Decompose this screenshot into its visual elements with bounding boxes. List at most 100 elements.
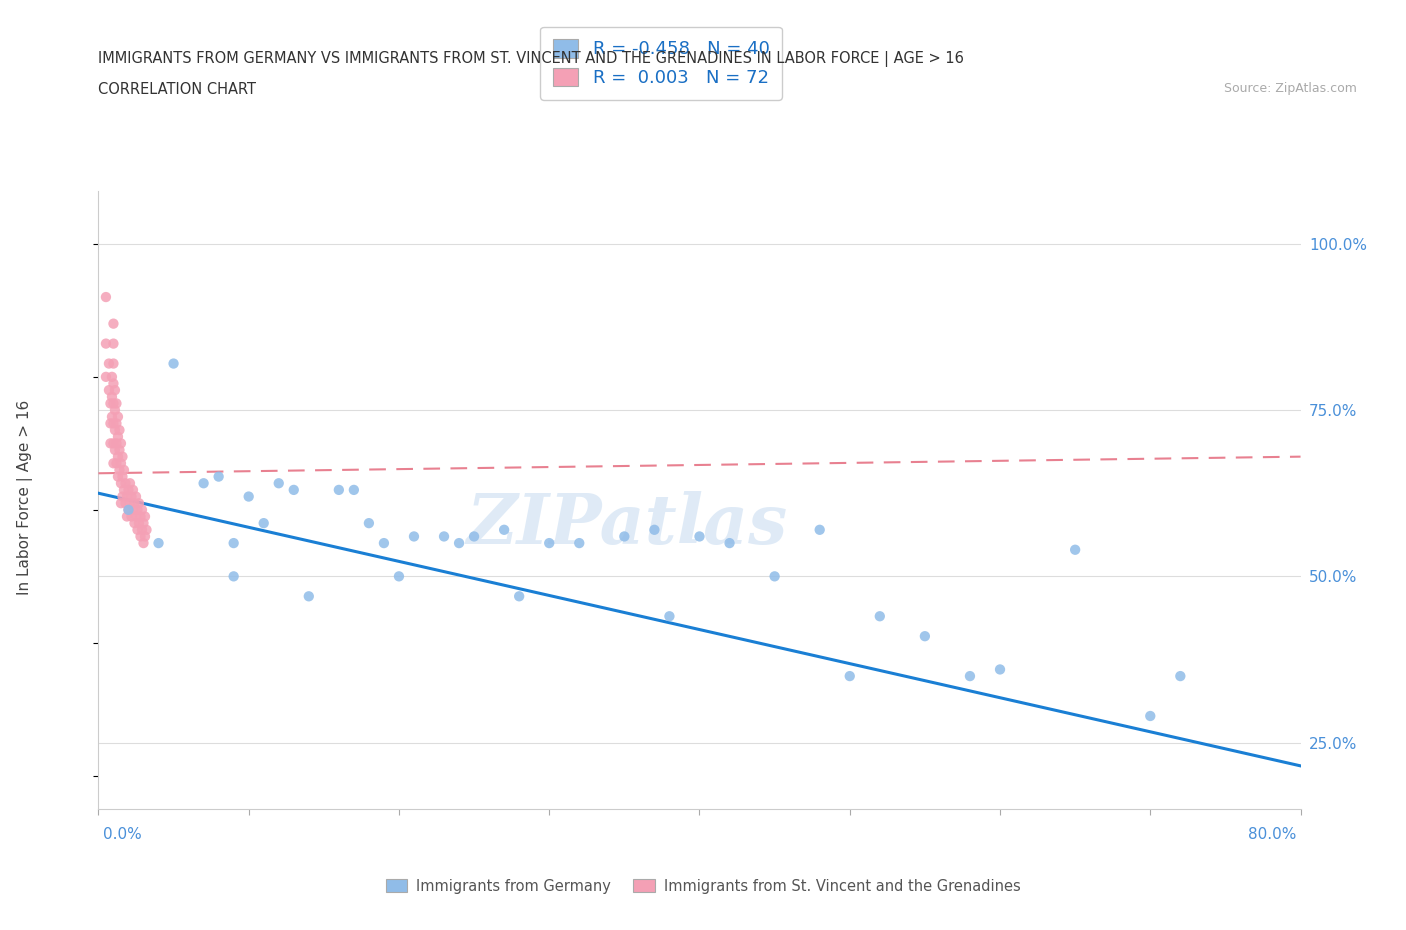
Point: [343, 483, 366, 498]
Point: [117, 483, 139, 498]
Point: [103, 416, 125, 431]
Text: ZIPatlas: ZIPatlas: [467, 491, 787, 558]
Point: [101, 390, 124, 405]
Point: [103, 456, 125, 471]
Point: [105, 436, 128, 451]
Point: [135, 523, 157, 538]
Point: [538, 536, 561, 551]
Point: [103, 376, 125, 391]
Point: [689, 529, 711, 544]
Point: [388, 569, 411, 584]
Point: [112, 462, 135, 477]
Point: [118, 496, 141, 511]
Point: [103, 316, 125, 331]
Point: [110, 436, 132, 451]
Point: [97, 383, 120, 398]
Point: [869, 609, 891, 624]
Point: [122, 483, 145, 498]
Point: [105, 416, 128, 431]
Point: [108, 443, 131, 458]
Point: [134, 529, 156, 544]
Point: [110, 476, 132, 491]
Point: [988, 662, 1011, 677]
Point: [613, 529, 636, 544]
Point: [100, 416, 122, 431]
Point: [103, 336, 125, 351]
Point: [110, 496, 132, 511]
Point: [115, 489, 138, 504]
Point: [433, 529, 456, 544]
Point: [914, 629, 936, 644]
Point: [101, 409, 124, 424]
Text: Source: ZipAtlas.com: Source: ZipAtlas.com: [1223, 82, 1357, 95]
Point: [108, 462, 131, 477]
Point: [267, 476, 290, 491]
Point: [118, 476, 141, 491]
Point: [127, 502, 149, 517]
Point: [808, 523, 831, 538]
Point: [357, 516, 380, 531]
Point: [125, 509, 148, 524]
Point: [124, 516, 146, 531]
Point: [373, 536, 395, 551]
Point: [508, 589, 530, 604]
Point: [100, 396, 122, 411]
Point: [103, 396, 125, 411]
Point: [222, 569, 245, 584]
Point: [763, 569, 786, 584]
Point: [104, 422, 127, 437]
Point: [238, 489, 260, 504]
Point: [128, 496, 150, 511]
Point: [103, 356, 125, 371]
Point: [104, 403, 127, 418]
Point: [121, 489, 143, 504]
Point: [1064, 542, 1087, 557]
Point: [107, 469, 129, 484]
Point: [115, 509, 138, 524]
Point: [107, 430, 129, 445]
Point: [658, 609, 681, 624]
Point: [100, 436, 122, 451]
Point: [132, 536, 155, 551]
Point: [463, 529, 485, 544]
Legend: R = -0.458   N = 40, R =  0.003   N = 72: R = -0.458 N = 40, R = 0.003 N = 72: [540, 27, 782, 100]
Point: [128, 516, 150, 531]
Point: [1139, 709, 1161, 724]
Point: [129, 529, 152, 544]
Point: [162, 356, 184, 371]
Point: [105, 396, 128, 411]
Point: [103, 436, 125, 451]
Point: [129, 509, 152, 524]
Point: [111, 489, 134, 504]
Point: [108, 422, 131, 437]
Point: [94, 336, 117, 351]
Point: [568, 536, 591, 551]
Point: [117, 502, 139, 517]
Point: [131, 523, 153, 538]
Point: [97, 356, 120, 371]
Point: [107, 409, 129, 424]
Point: [94, 289, 117, 304]
Point: [121, 509, 143, 524]
Point: [283, 483, 305, 498]
Text: CORRELATION CHART: CORRELATION CHART: [98, 82, 256, 97]
Point: [131, 502, 153, 517]
Point: [111, 469, 134, 484]
Point: [1170, 669, 1192, 684]
Point: [838, 669, 860, 684]
Point: [117, 502, 139, 517]
Point: [114, 496, 136, 511]
Point: [114, 476, 136, 491]
Text: In Labor Force | Age > 16: In Labor Force | Age > 16: [17, 400, 34, 595]
Text: 0.0%: 0.0%: [103, 827, 142, 842]
Point: [222, 536, 245, 551]
Point: [110, 456, 132, 471]
Point: [959, 669, 981, 684]
Point: [193, 476, 215, 491]
Point: [134, 509, 156, 524]
Point: [148, 536, 170, 551]
Point: [105, 456, 128, 471]
Point: [132, 516, 155, 531]
Point: [94, 369, 117, 384]
Point: [104, 443, 127, 458]
